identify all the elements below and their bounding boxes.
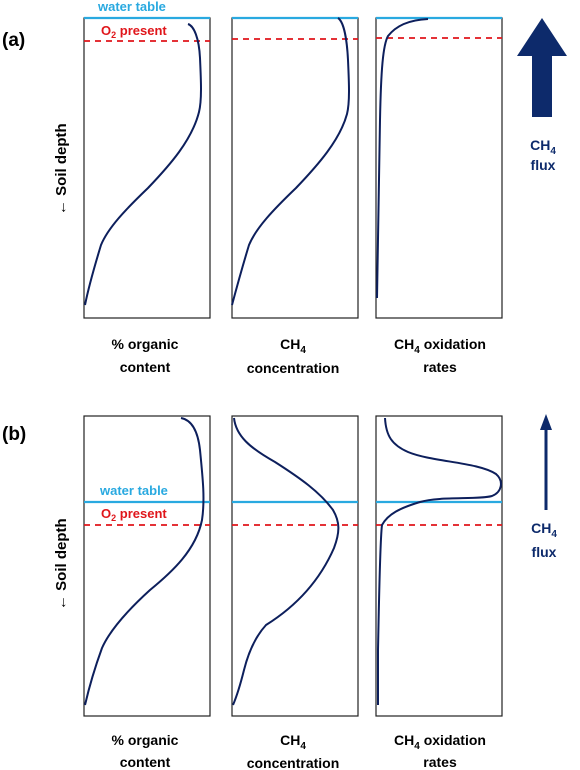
- panel-a-soil-depth-label: ← Soil depth: [53, 123, 70, 215]
- panel-a: (a) water table O2 present ← Soil depth …: [2, 0, 567, 376]
- panel-a-flux-label-line1: CH4: [530, 137, 556, 157]
- panel-b-organic-curve: [84, 417, 205, 706]
- panel-b-ch4-flux-arrow-head: [540, 414, 552, 430]
- panel-a-box-ch4: [231, 17, 359, 319]
- panel-b-caption-ch4-line1: CH4: [280, 732, 306, 752]
- panel-a-oxygen-label: O2 present: [101, 23, 167, 40]
- panel-b-oxygen-label: O2 present: [101, 506, 167, 523]
- panel-a-box-oxidation: [375, 17, 503, 319]
- panel-b: (b) water table O2 present ← Soil depth …: [2, 414, 557, 770]
- panel-b-caption-oxidation-line1: CH4 oxidation: [394, 732, 486, 752]
- panel-a-caption-organic-line1: % organic: [112, 336, 179, 352]
- panel-a-caption-ch4-line1: CH4: [280, 336, 306, 356]
- panel-a-ch4-flux-arrow: [517, 18, 567, 117]
- panel-a-label: (a): [2, 30, 25, 51]
- panel-a-water-table-label: water table: [97, 0, 166, 14]
- panel-a-box-organic: [83, 17, 211, 319]
- panel-b-flux-label-line1: CH4: [531, 520, 557, 540]
- panel-b-box-ch4: [231, 415, 359, 717]
- panel-a-caption-organic-line2: content: [120, 359, 171, 375]
- panel-b-caption-oxidation-line2: rates: [423, 754, 457, 770]
- panel-b-box-oxidation: [375, 415, 503, 717]
- panel-a-caption-oxidation-line2: rates: [423, 359, 457, 375]
- panel-b-water-table-label: water table: [99, 483, 168, 498]
- panel-b-box-organic: [83, 415, 211, 717]
- panel-b-oxidation-curve: [376, 417, 502, 705]
- panel-a-oxidation-curve: [376, 18, 429, 299]
- panel-b-caption-organic-line1: % organic: [112, 732, 179, 748]
- panel-a-caption-ch4-line2: concentration: [247, 360, 340, 376]
- panel-a-ch4-curve: [231, 17, 350, 306]
- panel-b-ch4-curve: [232, 417, 340, 706]
- panel-a-flux-label-line2: flux: [531, 157, 556, 173]
- panel-b-label: (b): [2, 424, 26, 445]
- panel-a-caption-oxidation-line1: CH4 oxidation: [394, 336, 486, 356]
- panel-b-soil-depth-label: ← Soil depth: [53, 518, 70, 610]
- panel-a-organic-curve: [84, 23, 202, 306]
- panel-b-caption-ch4-line2: concentration: [247, 755, 340, 770]
- panel-b-flux-label-line2: flux: [532, 544, 557, 560]
- panel-b-caption-organic-line2: content: [120, 754, 171, 770]
